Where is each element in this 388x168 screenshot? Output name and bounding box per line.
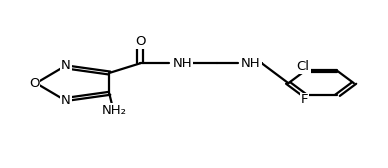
Text: NH₂: NH₂ — [102, 104, 127, 117]
Text: N: N — [61, 59, 71, 72]
Text: NH: NH — [173, 57, 192, 70]
Text: NH: NH — [241, 57, 261, 70]
Text: O: O — [135, 35, 146, 48]
Text: O: O — [29, 77, 40, 90]
Text: N: N — [61, 94, 71, 108]
Text: F: F — [301, 93, 308, 107]
Text: Cl: Cl — [297, 60, 310, 73]
